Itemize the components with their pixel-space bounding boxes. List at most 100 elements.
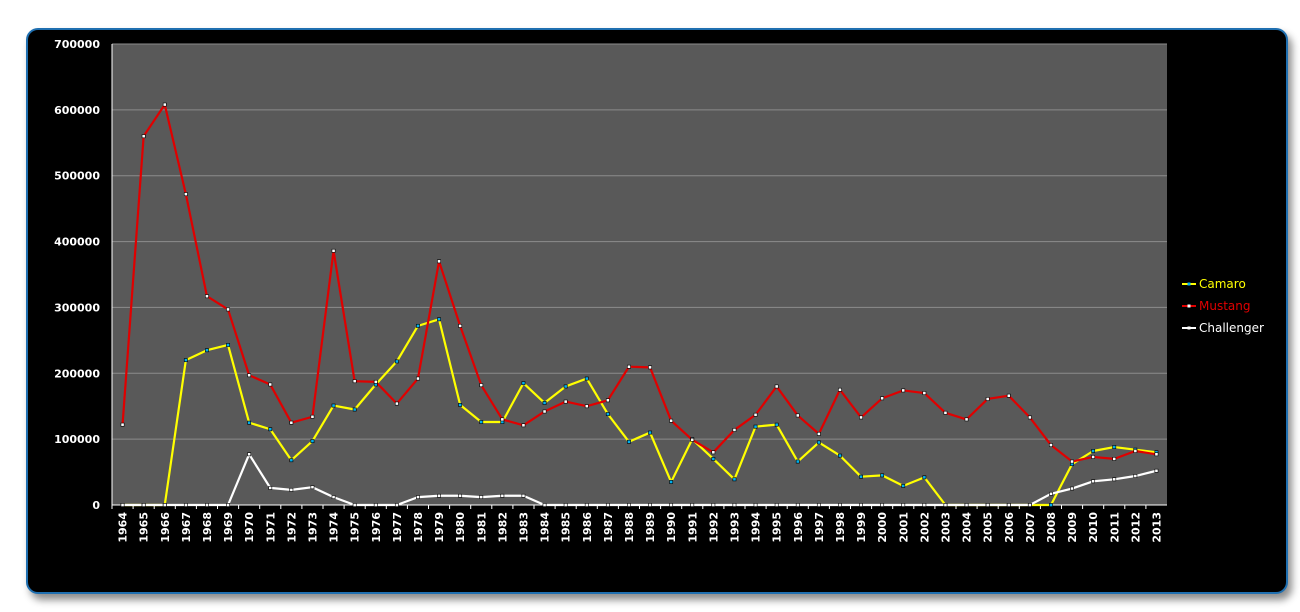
data-point-mustang — [310, 414, 315, 419]
x-tick-label: 1987 — [602, 512, 615, 543]
x-tick-label: 1980 — [454, 512, 467, 543]
data-point-challenger — [1091, 479, 1096, 484]
data-point-camaro — [753, 424, 758, 429]
data-point-challenger — [521, 493, 526, 498]
data-point-challenger — [394, 503, 399, 507]
data-point-mustang — [880, 396, 885, 401]
data-point-challenger — [1112, 477, 1117, 482]
x-tick-label: 1993 — [728, 512, 741, 543]
x-tick-label: 2009 — [1066, 512, 1079, 543]
x-tick-label: 1989 — [644, 512, 657, 543]
data-point-challenger — [584, 503, 589, 507]
data-point-mustang — [416, 376, 420, 381]
data-point-camaro — [205, 348, 209, 353]
data-point-mustang — [352, 379, 357, 384]
x-tick-label: 1965 — [138, 512, 151, 543]
data-point-mustang — [859, 415, 863, 420]
data-point-challenger — [648, 503, 652, 507]
data-point-camaro — [437, 317, 441, 322]
data-point-mustang — [205, 294, 209, 299]
data-point-mustang — [1154, 452, 1159, 457]
data-point-mustang — [964, 417, 969, 422]
series-line-mustang — [121, 103, 1157, 463]
x-tick-label: 2008 — [1045, 512, 1058, 543]
data-point-mustang — [1133, 449, 1138, 453]
data-point-challenger — [289, 487, 294, 492]
x-tick-label: 2010 — [1087, 512, 1100, 543]
data-point-challenger — [605, 503, 610, 507]
data-point-mustang — [183, 192, 188, 197]
data-point-mustang — [563, 399, 568, 404]
x-tick-label: 2005 — [982, 512, 995, 543]
data-point-mustang — [437, 259, 441, 264]
legend-marker — [1187, 304, 1191, 308]
data-point-mustang — [627, 364, 631, 369]
x-tick-label: 2011 — [1108, 512, 1121, 543]
x-tick-label: 1996 — [792, 512, 805, 543]
data-point-challenger — [479, 495, 484, 499]
data-point-camaro — [859, 474, 863, 479]
data-point-camaro — [711, 456, 716, 461]
data-point-camaro — [838, 453, 842, 458]
legend-label: Mustang — [1199, 299, 1251, 313]
x-tick-label: 1973 — [306, 512, 319, 543]
data-point-camaro — [331, 403, 336, 408]
x-tick-label: 1985 — [560, 512, 573, 543]
data-point-mustang — [120, 422, 125, 427]
data-point-challenger — [1006, 503, 1011, 507]
data-point-camaro — [1049, 503, 1053, 507]
x-tick-label: 1982 — [496, 512, 509, 543]
data-point-challenger — [922, 503, 927, 507]
data-point-camaro — [289, 458, 294, 463]
data-point-mustang — [732, 428, 737, 432]
data-point-mustang — [943, 410, 948, 415]
data-point-challenger — [690, 503, 695, 507]
x-tick-label: 1975 — [349, 512, 362, 543]
x-tick-label: 2000 — [876, 512, 889, 543]
data-point-camaro — [795, 459, 800, 464]
data-point-mustang — [1070, 459, 1074, 464]
data-point-camaro — [310, 439, 315, 444]
data-point-camaro — [922, 475, 927, 480]
data-point-challenger — [352, 503, 357, 507]
y-tick-label: 600000 — [54, 104, 100, 117]
data-point-mustang — [711, 450, 716, 455]
series-line-challenger — [122, 453, 1157, 507]
data-point-challenger — [732, 503, 737, 507]
x-tick-label: 2007 — [1024, 512, 1037, 543]
x-tick-label: 1971 — [264, 512, 277, 543]
x-tick-label: 1984 — [539, 512, 552, 543]
data-point-mustang — [226, 307, 230, 312]
data-point-camaro — [605, 412, 610, 417]
data-point-mustang — [795, 413, 800, 418]
gridlines — [112, 43, 1167, 440]
y-tick-label: 100000 — [54, 433, 100, 446]
data-point-mustang — [1006, 393, 1011, 398]
data-point-camaro — [416, 323, 420, 328]
x-tick-label: 1964 — [117, 512, 130, 543]
data-point-challenger — [816, 503, 821, 507]
data-point-challenger — [627, 503, 631, 507]
data-point-challenger — [1070, 486, 1074, 491]
x-tick-label: 1978 — [412, 512, 425, 543]
data-point-mustang — [458, 323, 463, 328]
data-point-mustang — [331, 248, 336, 253]
x-tick-label: 1966 — [159, 512, 172, 543]
data-point-mustang — [289, 420, 294, 425]
data-point-challenger — [985, 503, 990, 507]
x-tick-label: 1998 — [834, 512, 847, 543]
data-point-camaro — [458, 402, 463, 407]
data-point-challenger — [437, 493, 441, 498]
x-tick-label: 1974 — [328, 512, 341, 543]
x-tick-label: 1994 — [750, 512, 763, 543]
y-axis: 0 100000 200000 300000 400000 500000 600000 700… — [54, 38, 113, 512]
data-point-camaro — [627, 439, 631, 444]
data-point-challenger — [331, 495, 336, 499]
x-tick-label: 1999 — [855, 512, 868, 543]
x-tick-label: 1983 — [517, 512, 530, 543]
x-tick-label: 1988 — [623, 512, 636, 543]
x-tick-label: 2006 — [1003, 512, 1016, 543]
data-point-mustang — [838, 387, 842, 392]
data-point-challenger — [880, 503, 885, 507]
y-tick-label: 400000 — [54, 236, 100, 249]
